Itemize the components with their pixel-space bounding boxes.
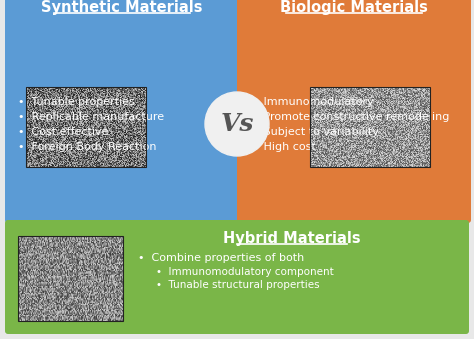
Text: Vs: Vs [220,112,254,136]
Text: •  Replicable manufacture: • Replicable manufacture [18,112,164,122]
Text: •  Promote constructive remodeling: • Promote constructive remodeling [250,112,449,122]
Text: Biologic Materials: Biologic Materials [280,0,428,15]
Bar [310,87,430,167]
Text: Hybrid Materials: Hybrid Materials [223,231,361,246]
Text: •  Subject to variability: • Subject to variability [250,127,379,137]
Bar [26,87,146,167]
Text: •  Cost effective: • Cost effective [18,127,109,137]
Text: •  Tunable properties: • Tunable properties [18,97,135,107]
Text: •  Immunomodulatory component: • Immunomodulatory component [156,267,334,277]
Circle shape [205,92,269,156]
FancyBboxPatch shape [5,220,469,334]
FancyBboxPatch shape [5,0,239,223]
Text: •  High cost: • High cost [250,142,316,152]
FancyBboxPatch shape [237,0,471,223]
Bar [18,236,123,321]
Text: •  Combine properties of both: • Combine properties of both [138,253,304,263]
Text: Synthetic Materials: Synthetic Materials [41,0,203,15]
Text: •  Immunomodulatory: • Immunomodulatory [250,97,374,107]
Text: •  Tunable structural properties: • Tunable structural properties [156,280,319,290]
Text: •  Foreign Body Reaction: • Foreign Body Reaction [18,142,156,152]
